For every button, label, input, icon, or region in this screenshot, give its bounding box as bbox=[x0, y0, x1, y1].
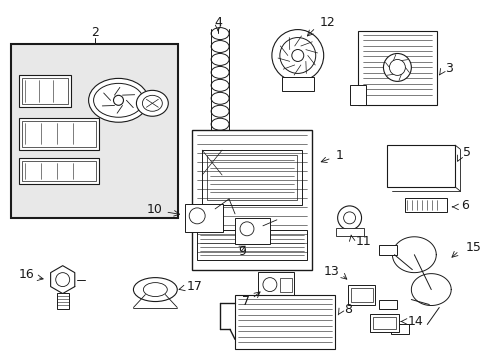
Bar bbox=[208, 138, 232, 150]
Ellipse shape bbox=[211, 41, 228, 53]
Bar bbox=[405, 198, 447, 212]
Bar bbox=[202, 150, 301, 205]
Bar bbox=[372, 318, 396, 329]
Text: 16: 16 bbox=[19, 268, 35, 281]
Circle shape bbox=[56, 273, 69, 287]
Text: 14: 14 bbox=[407, 315, 422, 328]
Text: 4: 4 bbox=[214, 16, 222, 29]
Bar bbox=[185, 204, 223, 232]
Text: 12: 12 bbox=[319, 16, 335, 29]
Ellipse shape bbox=[133, 278, 177, 302]
Circle shape bbox=[189, 208, 205, 224]
Bar bbox=[207, 155, 296, 200]
Text: 17: 17 bbox=[186, 280, 202, 293]
Text: 3: 3 bbox=[444, 62, 452, 75]
Bar bbox=[347, 285, 375, 305]
Ellipse shape bbox=[142, 95, 162, 111]
Bar bbox=[369, 315, 399, 332]
Ellipse shape bbox=[211, 92, 228, 104]
Ellipse shape bbox=[211, 67, 228, 78]
Text: 7: 7 bbox=[242, 295, 249, 308]
Bar bbox=[235, 218, 269, 244]
Ellipse shape bbox=[136, 90, 168, 116]
Text: 15: 15 bbox=[465, 241, 481, 254]
Bar bbox=[386, 145, 454, 187]
Circle shape bbox=[383, 54, 410, 81]
Bar bbox=[349, 85, 365, 105]
Bar bbox=[350, 288, 372, 302]
Bar bbox=[335, 228, 363, 236]
Circle shape bbox=[279, 37, 315, 73]
Bar bbox=[19, 118, 99, 150]
Bar bbox=[258, 272, 293, 298]
Bar bbox=[22, 161, 95, 181]
Bar bbox=[19, 75, 71, 107]
Bar bbox=[379, 245, 397, 255]
Circle shape bbox=[291, 50, 303, 62]
Bar bbox=[281, 77, 313, 91]
Ellipse shape bbox=[93, 84, 143, 117]
Bar bbox=[192, 130, 311, 270]
Bar bbox=[235, 294, 334, 349]
Ellipse shape bbox=[143, 283, 167, 297]
Text: 6: 6 bbox=[460, 199, 468, 212]
Circle shape bbox=[343, 212, 355, 224]
Text: 10: 10 bbox=[146, 203, 162, 216]
Circle shape bbox=[337, 206, 361, 230]
Bar bbox=[390, 324, 408, 334]
Circle shape bbox=[240, 222, 253, 236]
Bar bbox=[19, 158, 99, 184]
Ellipse shape bbox=[211, 118, 228, 130]
Circle shape bbox=[263, 278, 276, 292]
Text: 11: 11 bbox=[355, 235, 370, 248]
Bar bbox=[379, 300, 397, 310]
Bar bbox=[279, 278, 291, 292]
Text: 1: 1 bbox=[335, 149, 343, 162]
Bar bbox=[22, 78, 67, 104]
Bar bbox=[57, 293, 68, 309]
Bar bbox=[357, 31, 436, 105]
Text: 8: 8 bbox=[344, 303, 352, 316]
Text: 9: 9 bbox=[238, 245, 245, 258]
Text: 13: 13 bbox=[323, 265, 339, 278]
Bar bbox=[11, 44, 178, 218]
Text: 5: 5 bbox=[462, 145, 470, 159]
Circle shape bbox=[388, 59, 405, 75]
Circle shape bbox=[271, 30, 323, 81]
Bar bbox=[197, 230, 306, 260]
Text: 2: 2 bbox=[90, 26, 98, 39]
Ellipse shape bbox=[88, 78, 148, 122]
Circle shape bbox=[113, 95, 123, 105]
Bar bbox=[22, 121, 95, 147]
